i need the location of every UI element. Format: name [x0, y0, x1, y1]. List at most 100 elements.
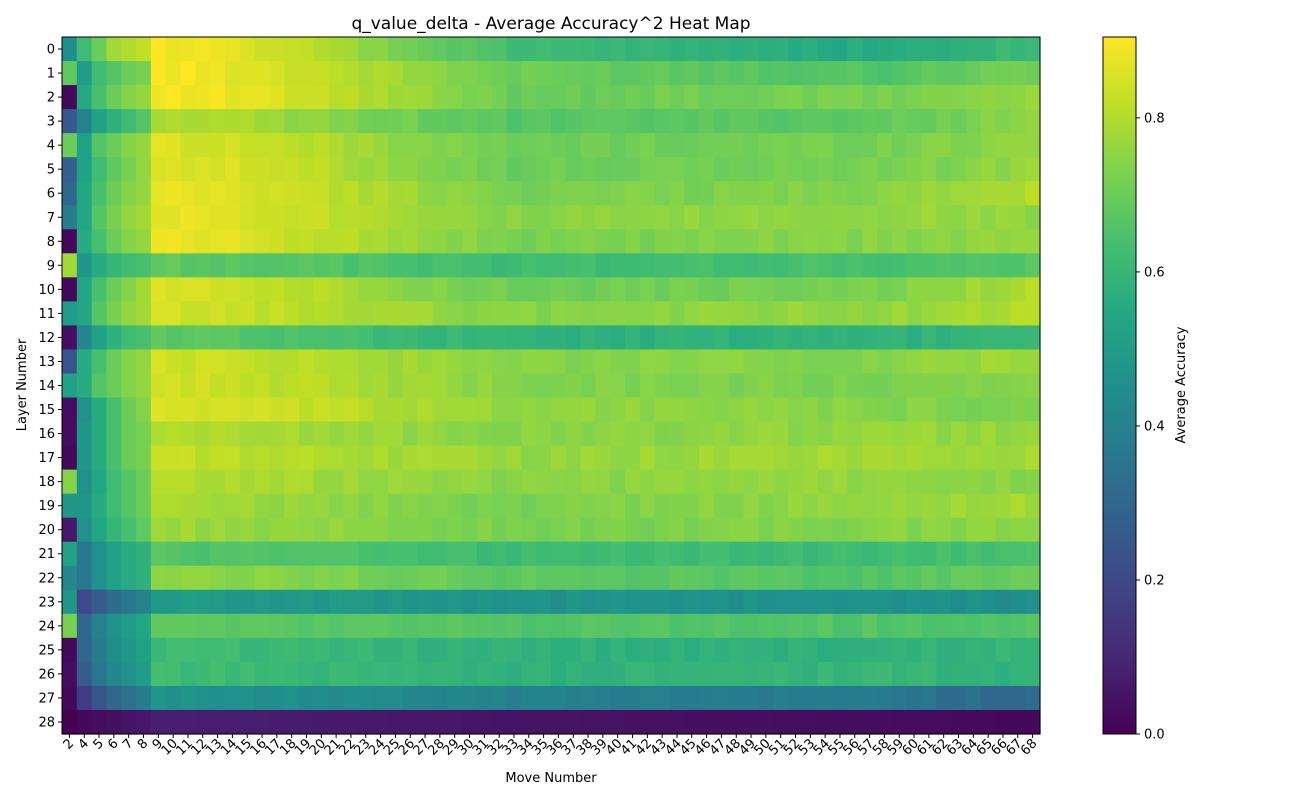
heatmap-cell	[76, 181, 93, 206]
heatmap-cell	[773, 277, 789, 302]
heatmap-cell	[654, 61, 671, 86]
heatmap-cell	[773, 685, 789, 711]
heatmap-cell	[180, 349, 196, 375]
heatmap-cell	[625, 685, 641, 711]
heatmap-cell	[1025, 637, 1041, 663]
heatmap-cell	[328, 205, 345, 230]
heatmap-cell	[847, 709, 863, 735]
heatmap-cell	[373, 181, 389, 206]
heatmap-cell	[936, 373, 952, 399]
heatmap-cell	[877, 709, 893, 735]
heatmap-cell	[639, 565, 656, 591]
heatmap-cell	[788, 541, 804, 567]
heatmap-cell	[491, 61, 508, 86]
heatmap-cell	[625, 373, 641, 399]
heatmap-cell	[980, 661, 997, 687]
heatmap-cell	[402, 517, 419, 543]
heatmap-cell	[313, 541, 330, 567]
heatmap-cell	[536, 229, 552, 254]
heatmap-cell	[521, 301, 537, 327]
heatmap-cell	[76, 133, 93, 158]
heatmap-cell	[951, 133, 967, 158]
heatmap-cell	[521, 517, 537, 543]
heatmap-cell	[965, 589, 982, 615]
heatmap-cell	[728, 445, 745, 471]
heatmap-cell	[565, 253, 582, 278]
heatmap-cell	[225, 301, 241, 327]
heatmap-cell	[847, 253, 863, 278]
heatmap-cell	[965, 133, 982, 158]
colorbar-label: Average Accuracy	[1174, 326, 1189, 443]
heatmap-cell	[225, 613, 241, 639]
heatmap-cell	[62, 493, 78, 519]
heatmap-cell	[417, 445, 434, 471]
heatmap-cell	[714, 277, 730, 302]
heatmap-cell	[1010, 109, 1026, 134]
heatmap-cell	[891, 565, 908, 591]
heatmap-cell	[921, 61, 937, 86]
heatmap-cell	[239, 613, 256, 639]
heatmap-cell	[328, 541, 345, 567]
heatmap-cell	[758, 397, 774, 423]
heatmap-cell	[906, 469, 923, 495]
heatmap-cell	[91, 589, 108, 615]
heatmap-cell	[150, 565, 167, 591]
heatmap-cell	[639, 661, 656, 687]
heatmap-cell	[225, 421, 241, 447]
heatmap-cell	[432, 109, 448, 134]
heatmap-cell	[802, 205, 819, 230]
heatmap-cell	[684, 445, 700, 471]
heatmap-cell	[150, 397, 167, 423]
heatmap-cell	[1010, 61, 1026, 86]
heatmap-cell	[728, 469, 745, 495]
heatmap-cell	[595, 685, 611, 711]
heatmap-cell	[254, 181, 271, 206]
heatmap-cell	[699, 421, 715, 447]
heatmap-cell	[817, 637, 834, 663]
heatmap-cell	[654, 421, 671, 447]
heatmap-cell	[491, 301, 508, 327]
heatmap-cell	[906, 85, 923, 110]
heatmap-cell	[491, 85, 508, 110]
heatmap-cell	[343, 349, 359, 375]
heatmap-cell	[536, 373, 552, 399]
heatmap-cell	[432, 589, 448, 615]
heatmap-cell	[91, 493, 108, 519]
heatmap-cell	[462, 61, 478, 86]
heatmap-cell	[699, 277, 715, 302]
heatmap-cell	[402, 109, 419, 134]
heatmap-cell	[743, 445, 760, 471]
heatmap-cell	[639, 157, 656, 182]
heatmap-cell	[358, 661, 374, 687]
heatmap-cell	[76, 229, 93, 254]
heatmap-cell	[817, 541, 834, 567]
heatmap-cell	[1025, 325, 1041, 351]
heatmap-cell	[462, 349, 478, 375]
heatmap-cell	[506, 685, 522, 711]
heatmap-cell	[180, 373, 196, 399]
heatmap-cell	[862, 37, 878, 62]
heatmap-cell	[195, 253, 211, 278]
heatmap-cell	[728, 277, 745, 302]
heatmap-cell	[669, 325, 685, 351]
heatmap-cell	[254, 133, 271, 158]
heatmap-cell	[995, 637, 1011, 663]
heatmap-cell	[402, 205, 419, 230]
heatmap-cell	[136, 37, 152, 62]
heatmap-cell	[965, 445, 982, 471]
heatmap-cell	[906, 325, 923, 351]
heatmap-cell	[462, 493, 478, 519]
heatmap-cell	[491, 637, 508, 663]
heatmap-cell	[699, 469, 715, 495]
heatmap-cell	[165, 37, 182, 62]
heatmap-cell	[817, 109, 834, 134]
heatmap-cell	[654, 205, 671, 230]
heatmap-cell	[447, 445, 463, 471]
heatmap-cell	[714, 61, 730, 86]
heatmap-cell	[76, 85, 93, 110]
heatmap-cell	[402, 613, 419, 639]
heatmap-cell	[239, 397, 256, 423]
heatmap-cell	[728, 685, 745, 711]
heatmap-cell	[417, 205, 434, 230]
heatmap-cell	[921, 133, 937, 158]
